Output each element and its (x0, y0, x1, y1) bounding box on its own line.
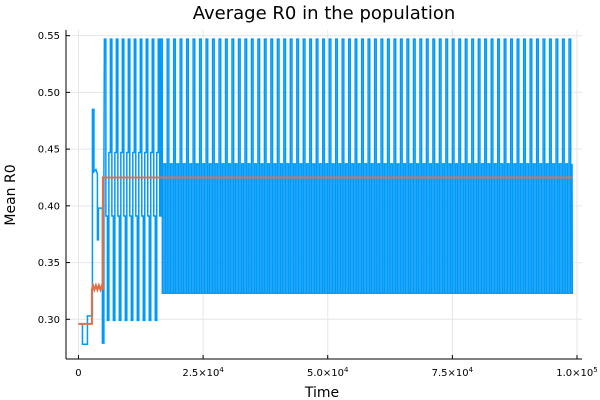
x-tick-label: 7.5×104 (432, 366, 474, 379)
x-axis-label: Time (304, 385, 339, 400)
x-tick-label: 5.0×104 (307, 366, 349, 379)
y-tick-label: 0.40 (38, 201, 60, 212)
series-group (78, 38, 574, 345)
y-tick-label: 0.55 (38, 31, 60, 42)
series-line-blue (78, 38, 574, 345)
x-tick-label: 2.5×104 (182, 366, 224, 379)
series-line-orange (78, 176, 573, 325)
ticks: 0.30 0.35 0.40 0.45 0.50 0.55 0 2.5×104 5.0×104 7… (38, 31, 598, 379)
y-tick-label: 0.35 (38, 258, 60, 269)
x-tick-label: 1.0×105 (556, 366, 597, 379)
chart-title: Average R0 in the population (193, 3, 456, 24)
y-axis-label: Mean R0 (3, 164, 19, 225)
y-tick-label: 0.45 (38, 145, 60, 156)
x-tick-label: 0 (75, 368, 81, 379)
plot-frame (65, 30, 582, 360)
y-tick-label: 0.30 (38, 315, 60, 326)
y-tick-label: 0.50 (38, 88, 60, 99)
